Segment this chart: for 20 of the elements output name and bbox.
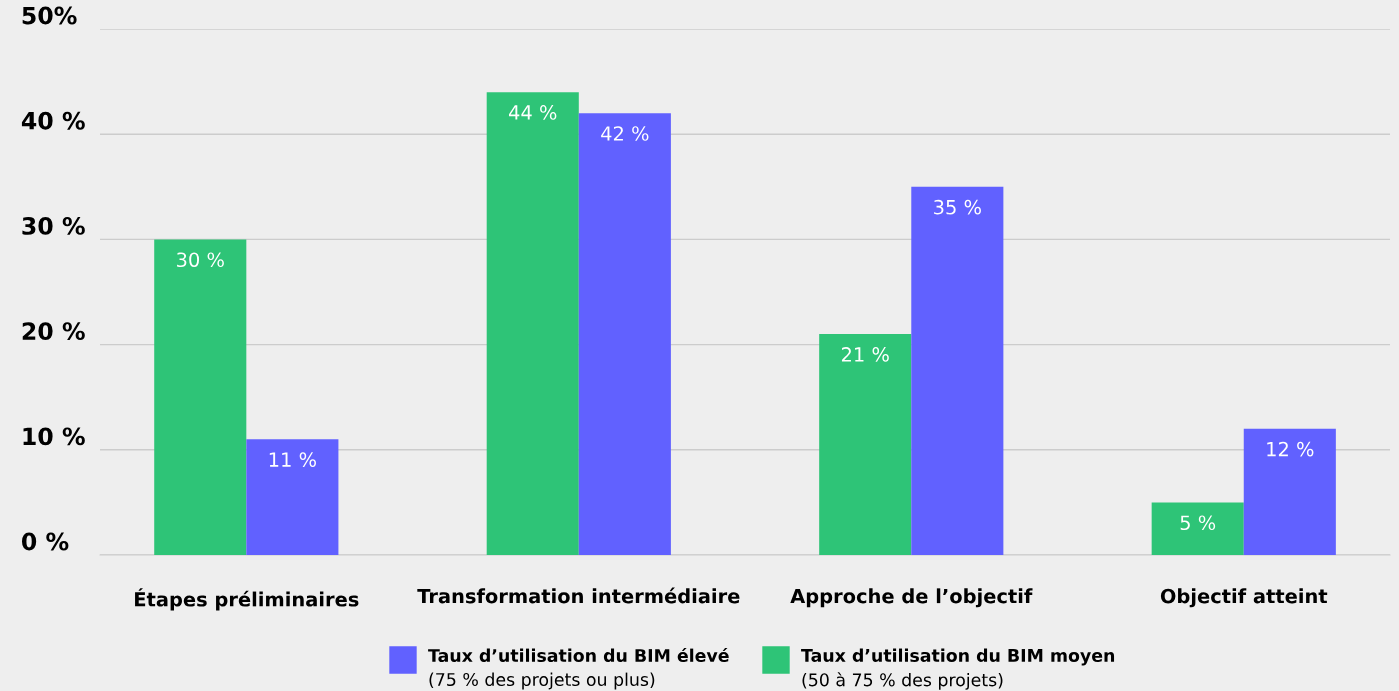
y-tick-label: 30 % bbox=[22, 216, 85, 235]
x-tick-label: Objectif atteint bbox=[1160, 588, 1328, 608]
data-label: 12 % bbox=[1267, 441, 1314, 457]
y-tick-label: 0 % bbox=[21, 532, 69, 551]
data-label: 30 % bbox=[177, 252, 224, 268]
y-tick-label: 50% bbox=[22, 6, 77, 25]
data-label: 11 % bbox=[269, 452, 316, 467]
y-tick-label: 10 % bbox=[23, 427, 85, 446]
data-label: 35 % bbox=[934, 199, 981, 215]
x-tick-label: Étapes préliminaires bbox=[135, 588, 359, 611]
legend-label: Taux d’utilisation du BIM élevé (75 % des projets ou plus) bbox=[428, 647, 729, 690]
y-tick-label: 40 % bbox=[21, 111, 85, 130]
legend-label: Taux d’utilisation du BIM moyen (50 à 75 % des projets) bbox=[801, 648, 1115, 690]
data-label: 44 % bbox=[509, 105, 557, 120]
data-label: 42 % bbox=[601, 126, 649, 141]
data-label: 5 % bbox=[1180, 515, 1216, 531]
x-tick-label: Approche de l’objectif bbox=[790, 588, 1033, 608]
x-tick-label: Transformation intermédiaire bbox=[417, 587, 740, 604]
y-tick-label: 20 % bbox=[22, 322, 85, 341]
data-label: 21 % bbox=[841, 347, 889, 362]
